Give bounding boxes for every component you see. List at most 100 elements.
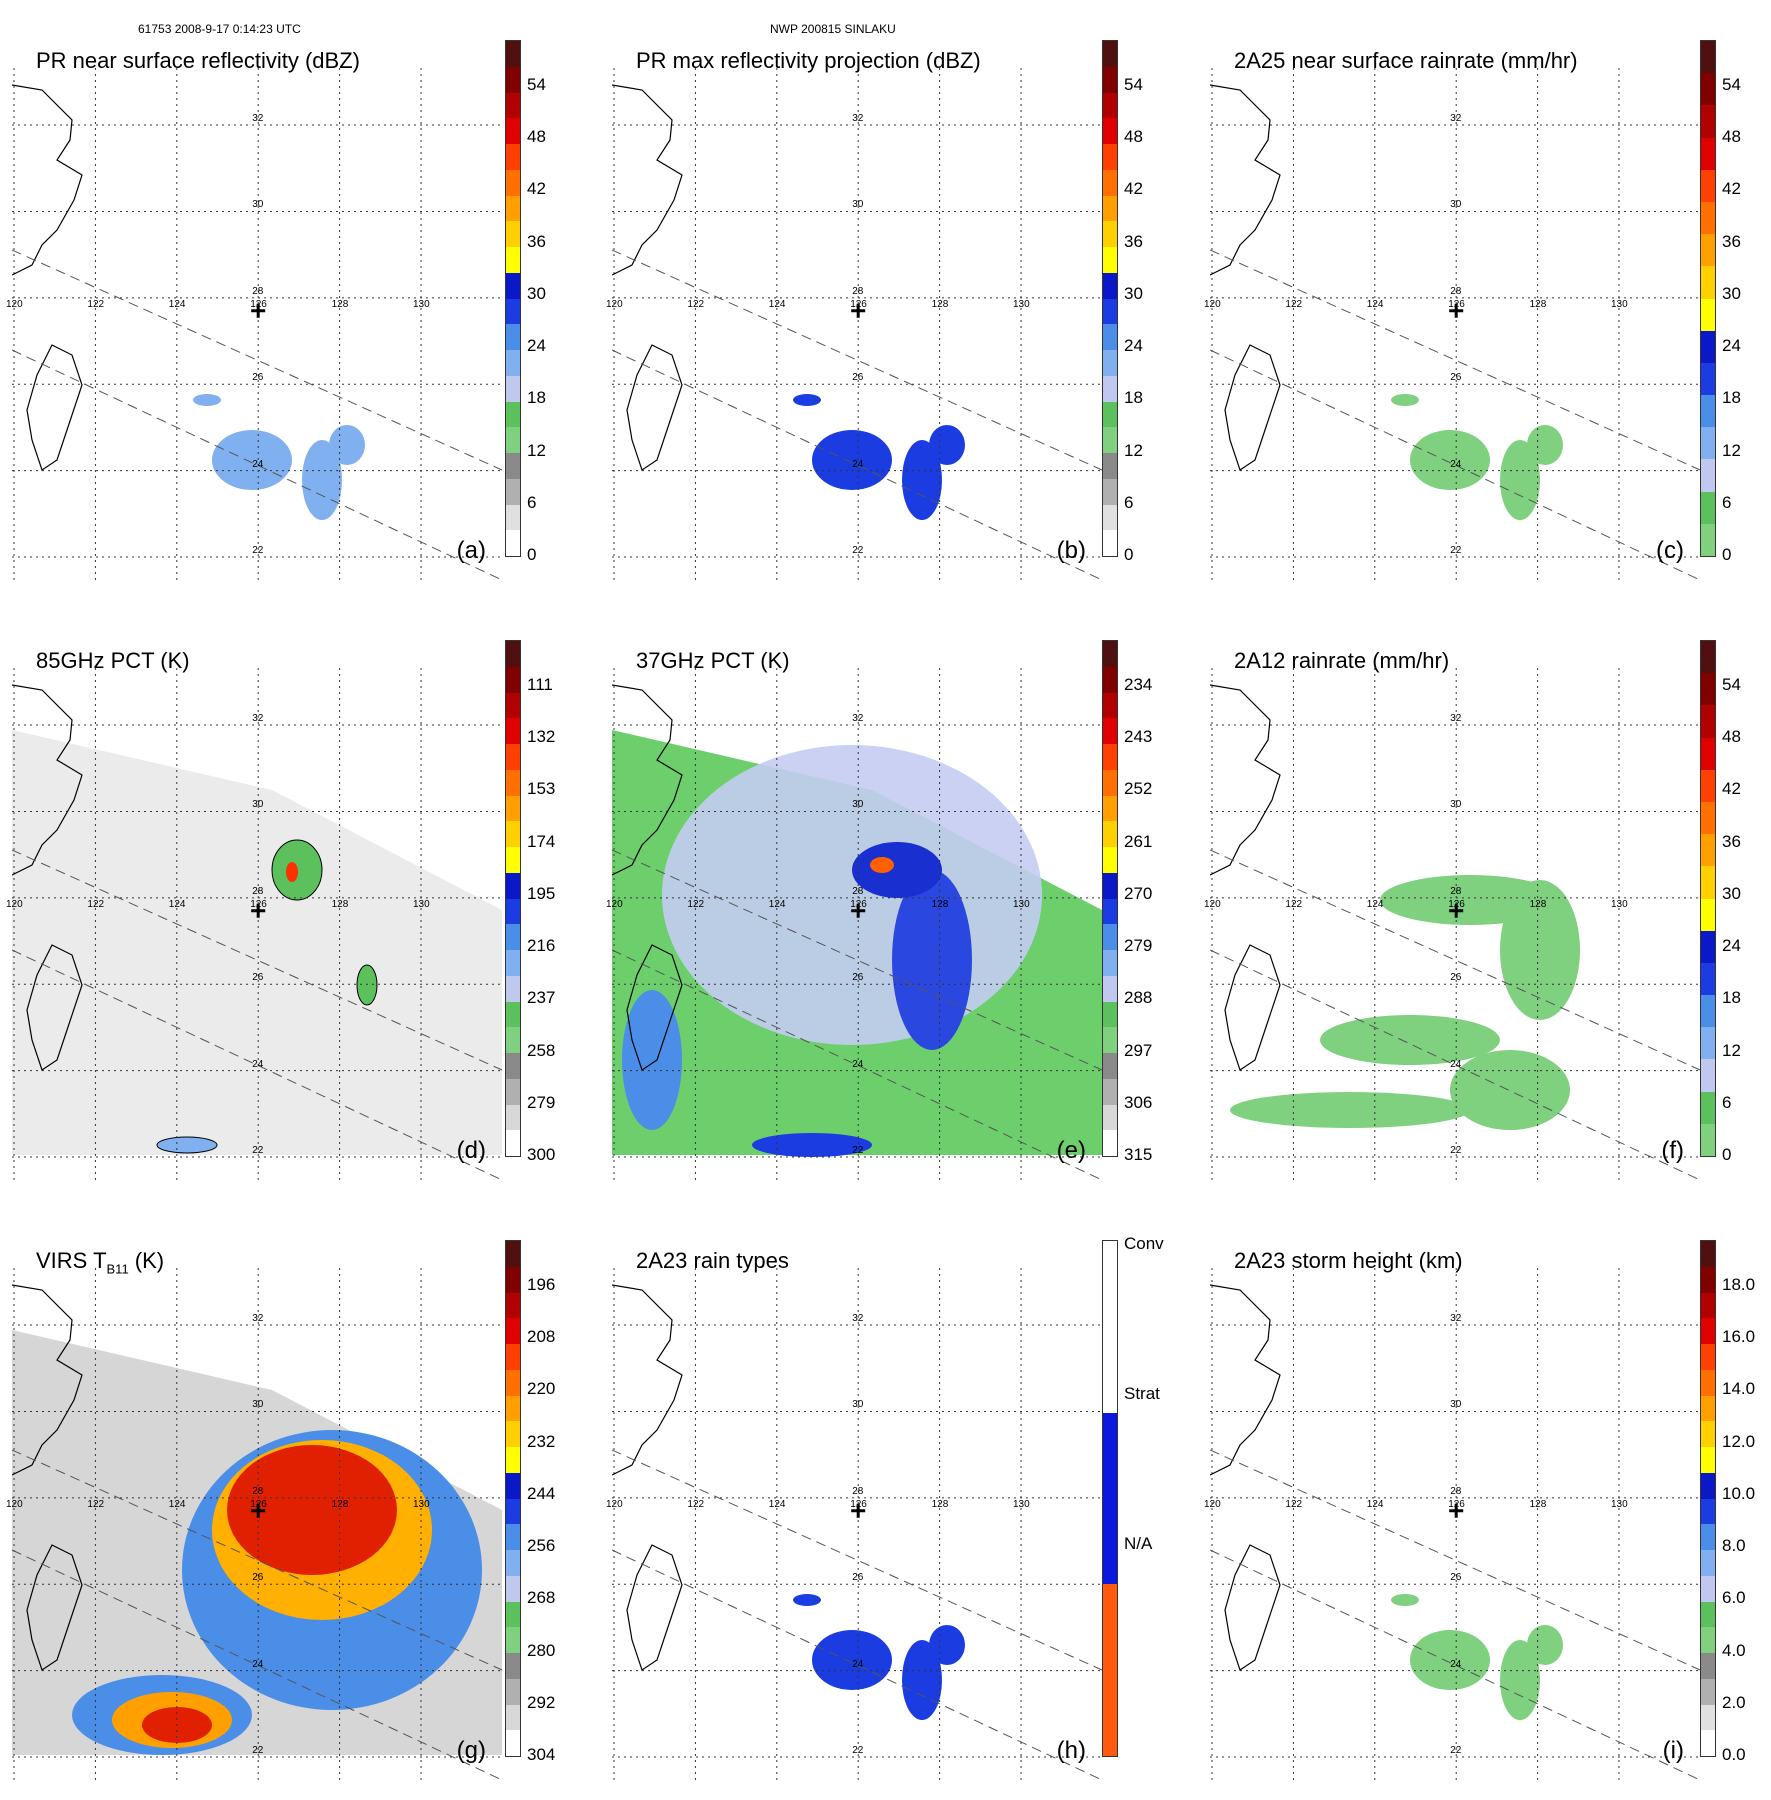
colorbar-swatch xyxy=(1701,1678,1715,1705)
colorbar-swatch xyxy=(506,1678,520,1705)
colorbar-swatch xyxy=(506,530,520,556)
lon-label: 122 xyxy=(687,898,705,910)
colorbar-tick-label: 6 xyxy=(1722,1092,1732,1112)
colorbar-swatch xyxy=(1701,1421,1715,1447)
colorbar-tick-label: 10.0 xyxy=(1722,1483,1756,1503)
colorbar-tick-label: 48 xyxy=(527,127,546,147)
colorbar-swatch xyxy=(506,1292,520,1319)
colorbar-tick-label: 12 xyxy=(1722,440,1741,460)
china-coastline xyxy=(12,84,83,276)
colorbar-swatch xyxy=(506,1653,520,1679)
colorbar-swatch xyxy=(506,1730,520,1756)
map-canvas xyxy=(12,68,503,581)
china-coastline xyxy=(1210,684,1281,876)
lat-label: 24 xyxy=(252,1058,264,1070)
colorbar-swatch xyxy=(1103,872,1117,899)
lat-label: 26 xyxy=(852,972,864,984)
lat-label: 26 xyxy=(852,372,864,384)
colorbar-tick-label: 24 xyxy=(1722,936,1741,956)
colorbar-swatch xyxy=(1103,350,1117,376)
colorbar xyxy=(505,1240,521,1757)
colorbar-swatch xyxy=(1701,1123,1715,1156)
lon-label: 120 xyxy=(6,898,23,910)
colorbar-swatch xyxy=(506,1601,520,1628)
panel-title-text: 37GHz PCT (K) xyxy=(636,648,790,673)
colorbar-swatch xyxy=(506,169,520,196)
panel-letter: (g) xyxy=(456,1737,486,1764)
colorbar xyxy=(1102,40,1118,557)
map-canvas xyxy=(612,1268,1103,1781)
colorbar-swatch xyxy=(1701,1091,1715,1124)
colorbar-swatch xyxy=(1103,530,1117,556)
colorbar-swatch xyxy=(506,1472,520,1499)
panel-title-text: 85GHz PCT (K) xyxy=(36,648,190,673)
lon-label: 124 xyxy=(1366,298,1384,310)
colorbar-swatch xyxy=(1103,1104,1117,1131)
china-coastline xyxy=(612,684,683,876)
colorbar-tick-label: 132 xyxy=(527,727,556,747)
map-panel-d: 32 30 28 26 24 22 120 122 124 126 128 130 85GHz PCT … xyxy=(6,640,512,1200)
panel-title-text: VIRS T xyxy=(36,1248,107,1273)
colorbar-tick-label: 30 xyxy=(1722,883,1741,903)
colorbar-swatch xyxy=(506,453,520,479)
colorbar-swatch xyxy=(1701,1704,1715,1731)
colorbar-swatch xyxy=(1103,1078,1117,1105)
colorbar xyxy=(1700,640,1716,1157)
lon-label: 122 xyxy=(1285,898,1303,910)
lon-label: 130 xyxy=(1013,1498,1030,1510)
colorbar-tick-label: 36 xyxy=(1124,231,1143,251)
lat-label: 22 xyxy=(252,545,264,557)
colorbar xyxy=(1700,1240,1716,1757)
lat-label: 32 xyxy=(252,113,264,125)
lat-label: 30 xyxy=(252,799,264,811)
colorbar-swatch xyxy=(1701,1059,1715,1092)
colorbar-tick-label: 16.0 xyxy=(1722,1327,1756,1347)
colorbar-tick-label: 258 xyxy=(527,1040,556,1060)
taiwan-coastline xyxy=(26,944,83,1071)
colorbar-tick-label: 30 xyxy=(1722,283,1741,303)
lon-label: 130 xyxy=(1013,298,1030,310)
lat-label: 22 xyxy=(1450,545,1462,557)
colorbar-tick-label: 24 xyxy=(1722,336,1741,356)
panel-title-text: PR near surface reflectivity (dBZ) xyxy=(36,48,360,73)
colorbar-swatch xyxy=(1103,847,1117,873)
lon-label: 128 xyxy=(931,298,949,310)
colorbar-swatch xyxy=(1701,930,1715,963)
colorbar-swatch xyxy=(1701,1344,1715,1370)
colorbar-swatch xyxy=(506,898,520,925)
colorbar-swatch xyxy=(1701,1730,1715,1756)
lon-label: 128 xyxy=(1529,1498,1547,1510)
colorbar-tick-label: 220 xyxy=(527,1379,556,1399)
colorbar-tick-label: 18 xyxy=(1722,388,1741,408)
colorbar-swatch xyxy=(1103,41,1117,67)
colorbar-swatch xyxy=(1103,324,1117,350)
colorbar-swatch xyxy=(1701,105,1715,138)
panel-letter: (b) xyxy=(1056,537,1086,564)
lat-label: 24 xyxy=(252,458,264,470)
colorbar-swatch xyxy=(1701,1395,1715,1422)
colorbar-swatch xyxy=(506,1130,520,1156)
lat-label: 26 xyxy=(252,372,264,384)
colorbar-swatch xyxy=(1701,1292,1715,1319)
colorbar-swatch xyxy=(506,375,520,402)
colorbar-tick-label: 6 xyxy=(1124,492,1134,512)
lat-label: 24 xyxy=(852,1658,864,1670)
lat-label: 22 xyxy=(1450,1745,1462,1757)
lat-label: 32 xyxy=(852,1313,864,1325)
colorbar-tick-label: 216 xyxy=(527,936,556,956)
precip-echo xyxy=(1230,1092,1470,1128)
lon-label: 130 xyxy=(1013,898,1030,910)
precip-echo xyxy=(1391,394,1419,406)
colorbar xyxy=(1102,1240,1118,1757)
lon-label: 122 xyxy=(1285,298,1303,310)
colorbar-swatch xyxy=(1701,705,1715,738)
colorbar-swatch xyxy=(1701,1550,1715,1576)
orbit-time-header: 61753 2008-9-17 0:14:23 UTC xyxy=(138,22,301,36)
colorbar-tick-label: 18 xyxy=(1722,988,1741,1008)
colorbar-swatch xyxy=(1103,718,1117,744)
colorbar-tick-label: 0 xyxy=(1124,545,1134,564)
panel-letter: (c) xyxy=(1656,537,1684,564)
colorbar-swatch xyxy=(506,1421,520,1447)
precip-echo xyxy=(212,430,292,490)
lon-label: 122 xyxy=(87,298,105,310)
